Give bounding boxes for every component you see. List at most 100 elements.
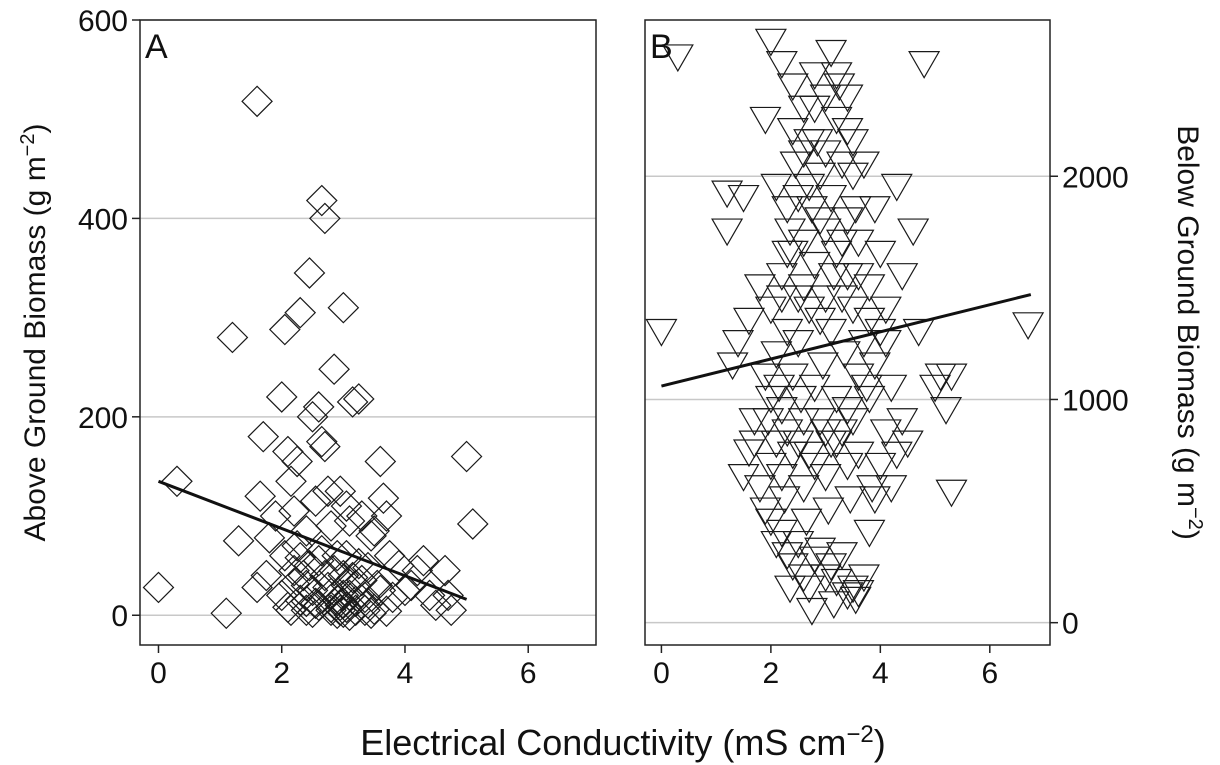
data-point — [305, 534, 338, 567]
data-point — [776, 553, 809, 582]
panel-b: B 0 1000 2000 0 2 4 6 Below Ground Biomass (g… — [644, 19, 1206, 690]
data-point — [342, 547, 375, 580]
data-point — [793, 441, 826, 470]
plot-frame-b — [644, 19, 1051, 646]
data-point — [869, 419, 902, 448]
data-point — [299, 485, 332, 517]
data-point — [765, 519, 798, 548]
data-point — [361, 569, 394, 602]
data-point — [364, 445, 397, 478]
data-point — [336, 561, 369, 594]
data-point — [856, 475, 889, 503]
grid-a — [140, 19, 596, 616]
data-point — [831, 118, 864, 146]
data-point — [782, 330, 815, 358]
data-point — [161, 465, 193, 498]
data-point — [324, 594, 357, 627]
data-point — [265, 579, 298, 612]
data-point — [711, 218, 744, 247]
x-tick-label: 6 — [520, 657, 537, 690]
data-point — [296, 596, 329, 629]
data-point — [834, 486, 867, 515]
x-tick-label: 2 — [763, 657, 780, 690]
data-point — [278, 495, 310, 527]
data-point — [429, 554, 461, 587]
data-point — [268, 539, 301, 572]
data-point — [284, 296, 317, 329]
panel-label-a: A — [145, 28, 168, 66]
data-point — [820, 62, 853, 91]
data-point — [815, 318, 848, 347]
points-b — [645, 28, 1045, 626]
data-point — [309, 202, 341, 235]
data-point — [825, 151, 859, 180]
data-point — [253, 522, 286, 554]
data-point — [864, 452, 897, 481]
data-point — [281, 529, 313, 562]
panel-label-b: B — [650, 28, 673, 66]
data-point — [804, 537, 837, 566]
data-point — [749, 363, 782, 392]
data-point — [342, 383, 375, 415]
data-point — [798, 251, 831, 280]
data-point — [858, 486, 891, 515]
data-point — [324, 475, 357, 508]
data-point — [352, 551, 384, 584]
data-point — [787, 229, 820, 258]
data-point — [768, 486, 801, 515]
data-point — [275, 465, 307, 498]
data-point — [842, 229, 875, 258]
y-tick-label: 1000 — [1062, 384, 1129, 417]
data-point — [355, 597, 387, 630]
data-point — [296, 574, 329, 607]
data-point — [754, 296, 787, 325]
data-point — [355, 520, 387, 552]
data-point — [825, 542, 859, 570]
data-point — [875, 475, 908, 503]
y-tick-label: 0 — [111, 600, 128, 633]
data-point — [241, 85, 273, 118]
data-point — [776, 118, 809, 146]
data-point — [265, 381, 298, 413]
data-point — [222, 524, 255, 557]
data-point — [836, 296, 870, 325]
data-point — [820, 240, 853, 269]
data-point — [743, 475, 776, 503]
data-point — [858, 196, 891, 224]
data-point — [305, 184, 338, 217]
data-point — [850, 374, 883, 403]
x-tick-label: 4 — [397, 657, 414, 690]
x-axis-ticks-a: 0 2 4 6 — [150, 645, 537, 690]
data-point — [287, 559, 320, 592]
data-point — [806, 352, 839, 381]
data-point — [815, 39, 848, 68]
data-point — [327, 587, 360, 620]
data-point — [339, 594, 372, 627]
data-point — [722, 330, 755, 358]
data-point — [831, 397, 864, 425]
data-point — [839, 196, 872, 224]
data-point — [367, 482, 400, 515]
data-point — [281, 445, 313, 478]
data-point — [795, 597, 828, 626]
data-point — [842, 441, 875, 470]
y-tick-label: 600 — [78, 5, 128, 38]
data-point — [809, 285, 842, 314]
x-tick-label: 4 — [872, 657, 889, 690]
data-point — [330, 569, 363, 602]
data-point — [432, 579, 464, 612]
data-point — [290, 569, 323, 602]
data-point — [272, 435, 304, 468]
y-axis-label-a: Above Ground Biomass (g m−2) — [17, 124, 52, 542]
data-point — [765, 51, 798, 79]
x-tick-label: 0 — [150, 657, 167, 690]
data-point — [908, 51, 941, 79]
data-point — [815, 184, 848, 213]
data-point — [358, 515, 391, 547]
data-point — [333, 505, 366, 537]
data-point — [450, 440, 483, 473]
data-point — [801, 129, 834, 157]
data-point — [853, 385, 886, 414]
data-point — [809, 564, 842, 593]
data-point — [795, 196, 828, 224]
